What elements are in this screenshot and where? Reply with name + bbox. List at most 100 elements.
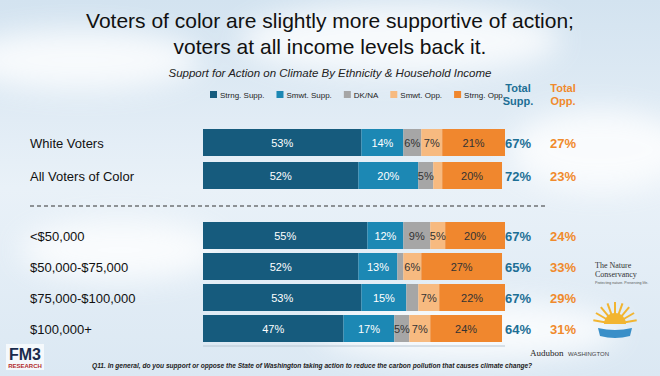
data-label: 6% — [404, 137, 420, 149]
total-value: 27% — [550, 136, 576, 151]
data-labels: 53%14%6%7%21%52%20%5%20%55%12%9%5%20%52%… — [262, 137, 486, 335]
bar-segment — [421, 253, 502, 280]
total-value: 65% — [505, 260, 531, 275]
bar-segment — [406, 284, 418, 311]
subtitle: Support for Action on Climate By Ethnici… — [168, 67, 491, 79]
total-header-line: Opp. — [550, 95, 575, 107]
bar-segment — [403, 129, 421, 156]
total-value: 72% — [505, 169, 531, 184]
data-label: 7% — [424, 137, 440, 149]
legend-swatch — [276, 91, 283, 98]
category-label: $50,000-$75,000 — [30, 260, 128, 275]
bar-segment — [421, 129, 442, 156]
data-label: 22% — [461, 292, 483, 304]
bar-segment — [367, 222, 403, 249]
fm3-logo-sub: RESEARCH — [8, 363, 42, 369]
data-label: 55% — [274, 230, 296, 242]
category-label: $100,000+ — [30, 322, 92, 337]
bar-segment — [433, 162, 442, 189]
tnc-line: The Nature — [595, 261, 632, 270]
data-label: 27% — [451, 261, 473, 273]
footnote: Q11. In general, do you support or oppos… — [92, 362, 532, 370]
legend-label: Strng. Opp. — [464, 91, 505, 100]
data-label: 13% — [367, 261, 389, 273]
total-value: 67% — [505, 136, 531, 151]
bar-segment — [203, 222, 367, 249]
total-header-line: Total — [550, 82, 575, 94]
chart: Voters of color are slightly more suppor… — [0, 0, 660, 376]
total-value: 64% — [505, 322, 531, 337]
total-header-line: Supp. — [503, 95, 534, 107]
bar-segment — [358, 253, 397, 280]
audubon-logo-sub: WASHINGTON — [568, 351, 609, 357]
data-label: 53% — [271, 137, 293, 149]
bar-segment — [445, 222, 505, 249]
sun-water — [598, 328, 632, 338]
legend-swatch — [210, 91, 217, 98]
data-label: 5% — [418, 170, 434, 182]
bar-segment — [442, 129, 505, 156]
data-label: 7% — [421, 292, 437, 304]
title: Voters of color are slightly more suppor… — [86, 9, 574, 58]
data-label: 24% — [455, 323, 477, 335]
bar-segment — [394, 315, 409, 342]
sun-icon — [593, 302, 636, 338]
data-label: 20% — [461, 170, 483, 182]
total-header-line: Total — [505, 82, 530, 94]
bar-segment — [430, 315, 502, 342]
bars — [203, 129, 505, 342]
data-label: 20% — [464, 230, 486, 242]
clouds — [0, 5, 660, 360]
bar-segment — [430, 222, 445, 249]
total-value: 31% — [550, 322, 576, 337]
bar-segment — [203, 162, 358, 189]
bar-segment — [403, 253, 421, 280]
legend-label: Smwt. Supp. — [286, 91, 331, 100]
bar-segment — [361, 284, 406, 311]
tnc-logo: The NatureConservancy — [595, 261, 637, 279]
title-line: voters at all income levels back it. — [174, 35, 487, 58]
separator — [30, 206, 545, 207]
data-label: 17% — [358, 323, 380, 335]
bar-segment — [203, 253, 358, 280]
category-label: <$50,000 — [30, 229, 85, 244]
total-value: 67% — [505, 291, 531, 306]
data-label: 14% — [371, 137, 393, 149]
bar-segment — [439, 284, 505, 311]
data-label: 47% — [262, 323, 284, 335]
total-header: TotalOpp. — [550, 82, 575, 107]
category-label: $75,000-$100,000 — [30, 291, 136, 306]
bar-segment — [203, 129, 361, 156]
audubon-logo: Audubon — [530, 348, 564, 358]
total-header: TotalSupp. — [503, 82, 534, 107]
tnc-line: Conservancy — [595, 270, 637, 279]
bar-segment — [442, 162, 502, 189]
bar-segment — [418, 162, 433, 189]
data-label: 15% — [373, 292, 395, 304]
legend-label: DK/NA — [354, 91, 379, 100]
total-value: 33% — [550, 260, 576, 275]
bar-segment — [203, 315, 344, 342]
data-label: 52% — [270, 261, 292, 273]
bar-segment — [397, 253, 403, 280]
total-value: 23% — [550, 169, 576, 184]
bar-segment — [403, 222, 430, 249]
sun-disc — [604, 313, 626, 324]
data-label: 7% — [412, 323, 428, 335]
total-value: 24% — [550, 229, 576, 244]
cloud — [0, 30, 200, 90]
legend-swatch — [344, 91, 351, 98]
category-label: All Voters of Color — [30, 169, 135, 184]
axis-line — [203, 346, 505, 347]
data-label: 20% — [377, 170, 399, 182]
data-label: 6% — [404, 261, 420, 273]
bar-segment — [344, 315, 395, 342]
bar-segment — [203, 284, 361, 311]
legend-swatch — [390, 91, 397, 98]
category-label: White Voters — [30, 136, 104, 151]
data-label: 52% — [270, 170, 292, 182]
data-label: 21% — [463, 137, 485, 149]
data-label: 5% — [394, 323, 410, 335]
total-value: 29% — [550, 291, 576, 306]
bar-segment — [418, 284, 439, 311]
